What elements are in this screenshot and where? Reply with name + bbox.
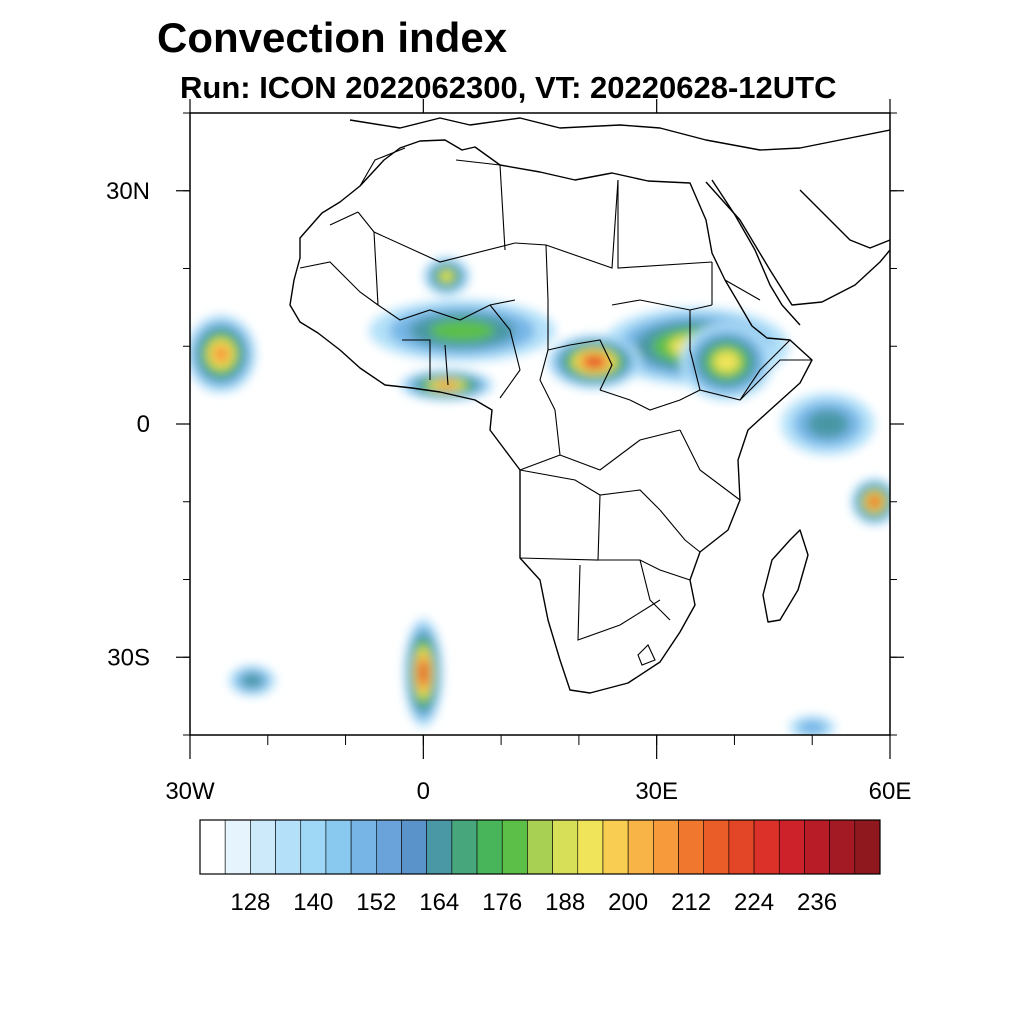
chart-subtitle: Run: ICON 2022062300, VT: 20220628-12UTC bbox=[180, 70, 837, 105]
colorbar-swatch bbox=[728, 819, 755, 875]
africa-coastline bbox=[289, 139, 813, 694]
colorbar-tick-label: 152 bbox=[356, 889, 396, 916]
colorbar-swatch bbox=[703, 819, 730, 875]
field-east-sahara-patch bbox=[440, 270, 454, 282]
colorbar-tick-label: 200 bbox=[608, 889, 648, 916]
colorbar-swatch bbox=[250, 819, 276, 875]
field-ethiopia-highlands bbox=[713, 350, 741, 373]
persian-gulf-coast bbox=[799, 189, 890, 249]
lon-tick-label: 30W bbox=[165, 778, 215, 805]
country-borders bbox=[299, 147, 812, 666]
colorbar-swatch bbox=[778, 819, 805, 875]
convection-field bbox=[190, 256, 890, 735]
colorbar-swatch bbox=[753, 819, 780, 875]
colorbar-swatch bbox=[224, 819, 251, 875]
field-central-africa-core bbox=[584, 356, 605, 368]
colorbar-tick-label: 236 bbox=[797, 889, 837, 916]
colorbar-swatch bbox=[804, 819, 830, 875]
colorbar-swatch bbox=[401, 819, 427, 875]
field-atlantic-west-cell bbox=[212, 344, 230, 364]
colorbar: 128 140 152 164 176 188 200 212 224 236 bbox=[199, 819, 881, 916]
lon-tick-label: 0 bbox=[417, 778, 430, 805]
mediterranean-coast bbox=[349, 117, 890, 151]
colorbar-swatch bbox=[552, 819, 579, 875]
colorbar-tick-label: 188 bbox=[545, 889, 585, 916]
colorbar-tick-label: 176 bbox=[482, 889, 522, 916]
colorbar-tick-label: 128 bbox=[230, 889, 270, 916]
colorbar-swatch bbox=[275, 819, 302, 875]
field-gulf-of-guinea-coast bbox=[435, 381, 458, 389]
colorbar-tick-label: 140 bbox=[293, 889, 333, 916]
colorbar-swatch bbox=[426, 819, 453, 875]
chart-title: Convection index bbox=[157, 14, 508, 61]
colorbar-swatch bbox=[300, 819, 327, 875]
colorbar-swatch bbox=[476, 819, 503, 875]
field-indian-ocean-southeast bbox=[869, 496, 880, 507]
lat-tick-label: 30N bbox=[106, 178, 150, 205]
arabian-peninsula-coastline bbox=[705, 181, 890, 306]
lat-tick-label: 0 bbox=[137, 411, 150, 438]
field-south-atlantic-west bbox=[241, 673, 263, 688]
map-axes: 30N 0 30S 30W 0 30E 60E bbox=[106, 99, 911, 805]
colorbar-swatch bbox=[199, 819, 226, 875]
colorbar-swatch bbox=[501, 819, 528, 875]
field-sahel-band-west bbox=[429, 319, 495, 342]
red-sea-coast-east bbox=[711, 179, 801, 326]
lon-tick-label: 60E bbox=[869, 778, 912, 805]
colorbar-swatch bbox=[350, 819, 377, 875]
colorbar-swatch bbox=[602, 819, 629, 875]
coastlines bbox=[289, 117, 890, 694]
madagascar-coastline bbox=[762, 529, 809, 623]
colorbar-swatch bbox=[678, 819, 705, 875]
colorbar-swatch bbox=[577, 819, 604, 875]
colorbar-tick-label: 212 bbox=[671, 889, 711, 916]
colorbar-swatch bbox=[527, 819, 553, 875]
field-south-indian-ocean bbox=[797, 720, 827, 735]
colorbar-swatch bbox=[451, 819, 478, 875]
colorbar-swatch bbox=[653, 819, 679, 875]
colorbar-swatch bbox=[627, 819, 654, 875]
field-somalia-offshore bbox=[807, 410, 849, 438]
colorbar-swatch bbox=[854, 819, 881, 875]
field-south-atlantic-front bbox=[419, 661, 428, 685]
colorbar-tick-label: 164 bbox=[419, 889, 459, 916]
colorbar-frame bbox=[199, 819, 881, 875]
colorbar-tick-label: 224 bbox=[734, 889, 774, 916]
colorbar-swatch bbox=[325, 819, 352, 875]
colorbar-swatch bbox=[375, 819, 402, 875]
map-panel bbox=[190, 113, 890, 735]
colorbar-swatch bbox=[829, 819, 856, 875]
lat-tick-label: 30S bbox=[107, 644, 150, 671]
lon-tick-label: 30E bbox=[635, 778, 678, 805]
